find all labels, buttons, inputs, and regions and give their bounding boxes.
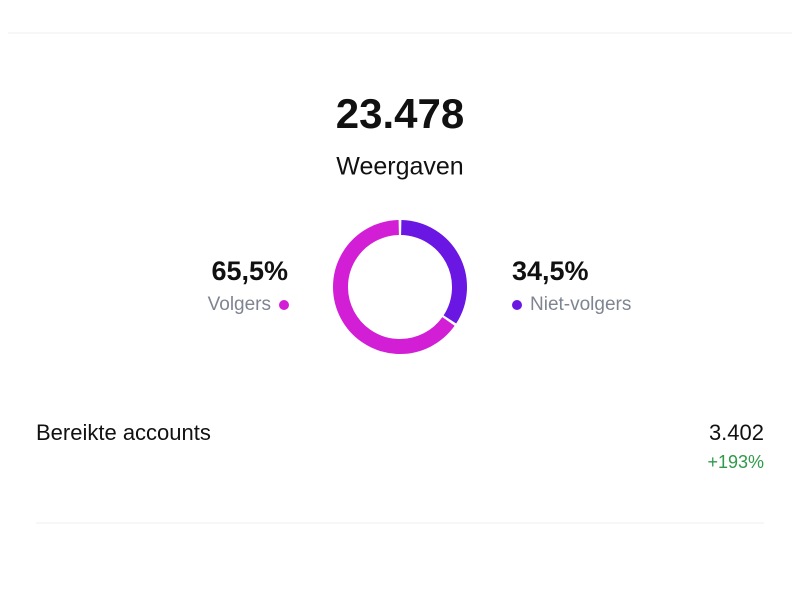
metric-value: 3.402 [709, 420, 764, 445]
metric-label: Bereikte accounts [36, 420, 211, 445]
donut-segment [333, 220, 455, 354]
donut-chart [333, 220, 467, 354]
legend-label: Niet-volgers [530, 294, 631, 315]
legend-dot [279, 300, 289, 310]
share-label: 34,5% [512, 256, 589, 286]
donut-segment [400, 220, 467, 324]
views-label: Weergaven [336, 153, 463, 181]
total-views: 23.478 [336, 90, 464, 137]
legend-label: Volgers [208, 294, 271, 315]
legend-dot [512, 300, 522, 310]
metric-change: +193% [707, 452, 764, 472]
share-label: 65,5% [211, 256, 288, 286]
